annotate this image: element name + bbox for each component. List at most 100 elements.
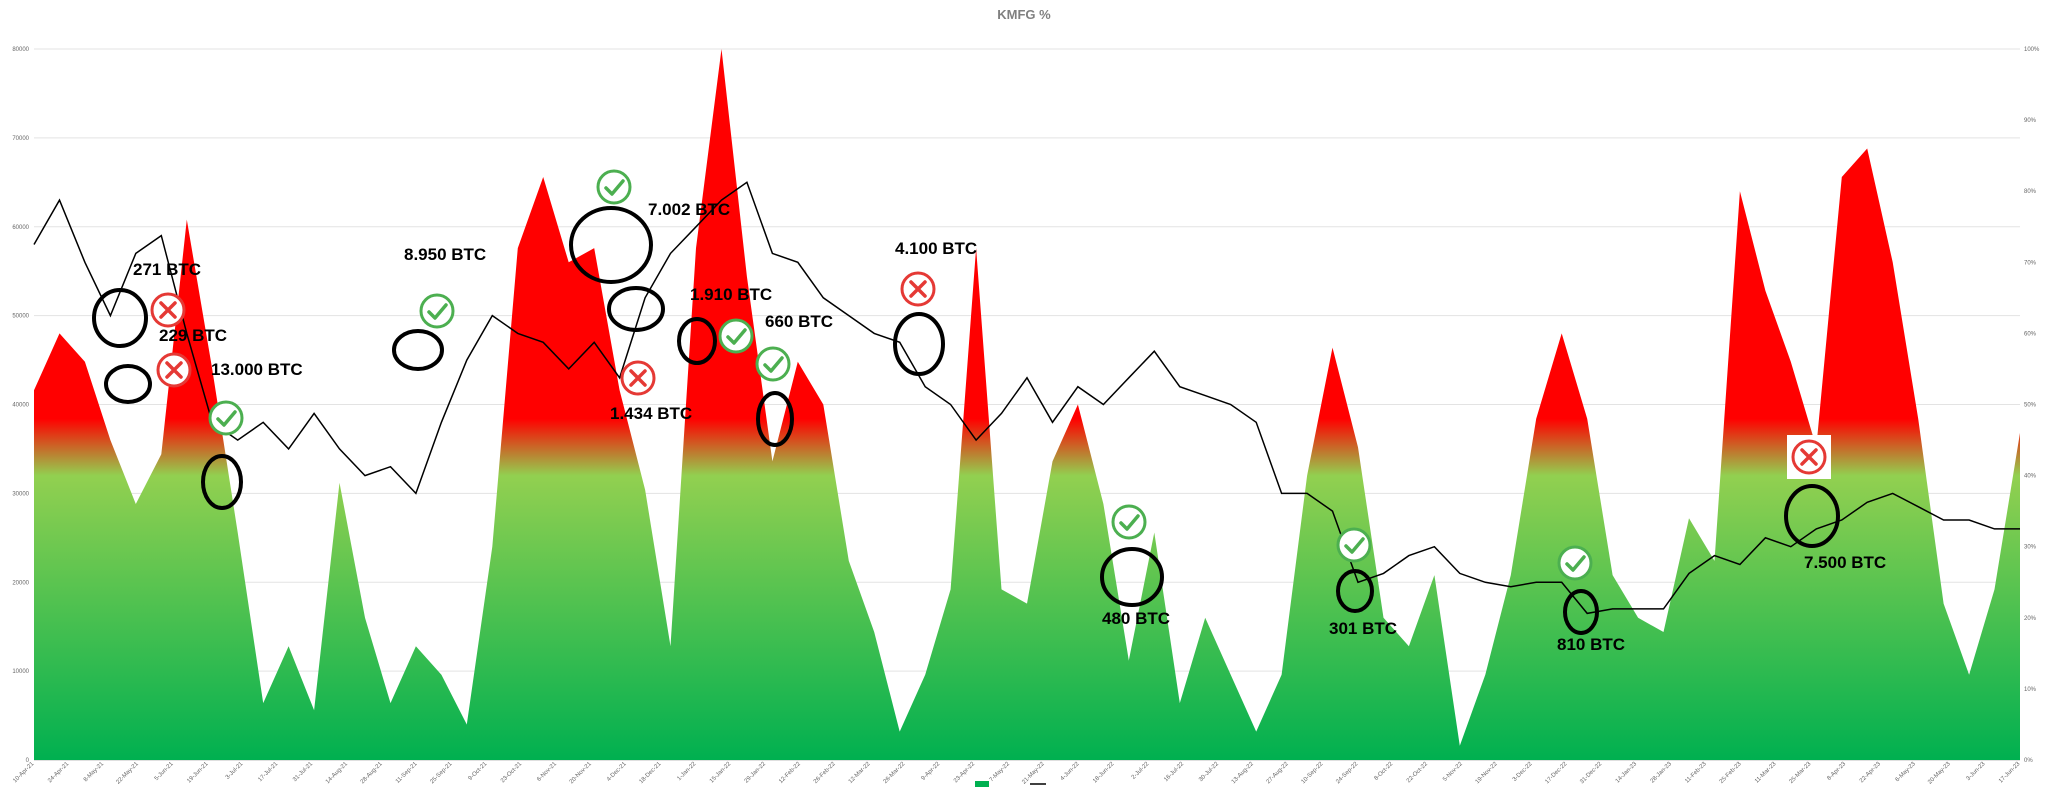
x-tick-label: 25-Feb-23 <box>1719 761 1743 785</box>
annotation: 1.910 BTC <box>677 285 772 365</box>
annotation-label: 301 BTC <box>1329 619 1397 638</box>
x-tick-label: 11-Sep-21 <box>395 761 419 785</box>
annotation-label: 660 BTC <box>765 312 833 331</box>
x-tick-label: 10-Sep-22 <box>1301 761 1326 786</box>
check-circle-icon <box>1111 504 1147 540</box>
x-tick-label: 4-Jun-22 <box>1060 761 1081 782</box>
x-tick-label: 21-May-22 <box>1021 761 1046 786</box>
x-tick-label: 14-Jan-23 <box>1615 761 1639 785</box>
annotation-label: 229 BTC <box>159 326 227 345</box>
highlight-circle <box>893 312 945 376</box>
highlight-circle <box>1563 589 1599 635</box>
x-tick-label: 18-Dec-21 <box>639 761 664 786</box>
right-tick-label: 70% <box>2024 260 2037 266</box>
x-tick-label: 9-Oct-21 <box>468 761 489 782</box>
annotation: 1.434 BTC <box>607 286 692 423</box>
check-circle-icon <box>596 169 632 205</box>
right-tick-label: 0% <box>2024 758 2033 764</box>
legend-swatch-area <box>975 781 989 787</box>
highlight-circle <box>104 364 152 404</box>
x-tick-label: 17-Jul-21 <box>257 761 279 783</box>
x-tick-label: 1-Jan-22 <box>676 761 697 782</box>
annotation: 13.000 BTC <box>201 360 303 510</box>
x-tick-label: 18-Jun-22 <box>1092 761 1116 785</box>
annotation-label: 4.100 BTC <box>895 239 977 258</box>
annotation-label: 1.434 BTC <box>610 404 692 423</box>
price-line <box>33 181 2020 615</box>
annotation: 8.950 BTC <box>392 245 486 371</box>
annotations: 271 BTC 229 BTC 13.000 BTC 8.950 BTC 7.002 B… <box>92 169 1886 654</box>
left-tick-label: 60000 <box>12 225 29 231</box>
x-tick-label: 28-Aug-21 <box>360 761 385 786</box>
x-tick-label: 19-Nov-22 <box>1475 761 1500 786</box>
x-tick-label: 22-May-21 <box>115 761 140 786</box>
right-tick-label: 60% <box>2024 331 2037 337</box>
legend <box>975 781 1046 787</box>
cross-circle-icon <box>900 271 936 307</box>
annotation-label: 1.910 BTC <box>690 285 772 304</box>
cross-circle-icon <box>156 352 192 388</box>
right-tick-label: 80% <box>2024 189 2037 195</box>
highlight-circle <box>756 391 794 447</box>
x-tick-label: 4-Dec-21 <box>606 761 628 783</box>
x-tick-label: 10-Apr-21 <box>12 761 36 785</box>
highlight-circle <box>1784 484 1840 548</box>
chart-title: KMFG % <box>997 7 1051 22</box>
x-tick-label: 13-Aug-22 <box>1231 761 1256 786</box>
annotation: 660 BTC <box>755 312 833 447</box>
highlight-circle <box>201 454 243 510</box>
check-circle-icon <box>1336 527 1372 563</box>
x-tick-label: 3-Jul-21 <box>225 761 245 781</box>
x-tick-label: 6-May-23 <box>1895 761 1918 784</box>
x-tick-label: 20-Nov-21 <box>569 761 594 786</box>
cross-circle-icon <box>1787 435 1831 479</box>
x-tick-label: 25-Mar-23 <box>1789 761 1813 785</box>
annotation-label: 271 BTC <box>133 260 201 279</box>
kmfg-area <box>34 49 2020 760</box>
right-tick-label: 10% <box>2024 687 2037 693</box>
x-tick-label: 29-Jan-22 <box>744 761 768 785</box>
highlight-circle <box>92 288 148 348</box>
annotation-label: 480 BTC <box>1102 609 1170 628</box>
check-circle-icon <box>1557 545 1593 581</box>
highlight-circle <box>1100 547 1164 607</box>
left-tick-label: 30000 <box>12 491 29 497</box>
x-tick-label: 24-Sep-22 <box>1335 761 1360 786</box>
x-tick-label: 8-Oct-22 <box>1374 761 1395 782</box>
x-axis-labels: 10-Apr-21 24-Apr-21 8-May-21 22-May-21 5-Jun… <box>12 761 2022 786</box>
highlight-circle <box>677 317 717 365</box>
x-tick-label: 31-Dec-22 <box>1579 761 1604 786</box>
x-tick-label: 28-Jan-23 <box>1650 761 1674 785</box>
right-axis-ticks: 0% 10% 20% 30% 40% 50% 60% 70% 80% 90% 100% <box>2024 47 2040 764</box>
x-tick-label: 17-Jun-23 <box>1998 761 2022 785</box>
annotation-label: 7.002 BTC <box>648 200 730 219</box>
x-tick-label: 20-May-23 <box>1927 761 1952 786</box>
x-tick-label: 16-Jul-22 <box>1163 761 1185 783</box>
annotation: 7.500 BTC <box>1784 435 1886 572</box>
right-tick-label: 100% <box>2024 47 2040 53</box>
x-tick-label: 6-Nov-21 <box>536 761 558 783</box>
x-tick-label: 15-Jan-22 <box>709 761 733 785</box>
right-tick-label: 90% <box>2024 118 2037 124</box>
x-tick-label: 3-Jun-23 <box>1966 761 1987 782</box>
x-tick-label: 23-Apr-22 <box>953 761 977 785</box>
right-tick-label: 40% <box>2024 474 2037 480</box>
highlight-circle <box>569 206 653 284</box>
x-tick-label: 19-Jun-21 <box>186 761 210 785</box>
annotation: 7.002 BTC <box>569 169 730 284</box>
x-tick-label: 22-Oct-22 <box>1406 761 1430 785</box>
x-tick-label: 5-Jun-21 <box>154 761 175 782</box>
x-tick-label: 7-May-22 <box>989 761 1012 784</box>
x-tick-label: 26-Feb-22 <box>813 761 837 785</box>
x-tick-label: 11-Mar-23 <box>1754 761 1778 785</box>
x-tick-label: 14-Aug-21 <box>325 761 350 786</box>
x-tick-label: 26-Mar-22 <box>883 761 907 785</box>
check-circle-icon <box>718 318 754 354</box>
cross-circle-icon <box>150 292 186 328</box>
annotation: 301 BTC <box>1329 527 1397 638</box>
x-tick-label: 31-Jul-21 <box>292 761 314 783</box>
annotation-label: 13.000 BTC <box>211 360 303 379</box>
right-tick-label: 30% <box>2024 545 2037 551</box>
annotation: 229 BTC <box>104 326 227 404</box>
